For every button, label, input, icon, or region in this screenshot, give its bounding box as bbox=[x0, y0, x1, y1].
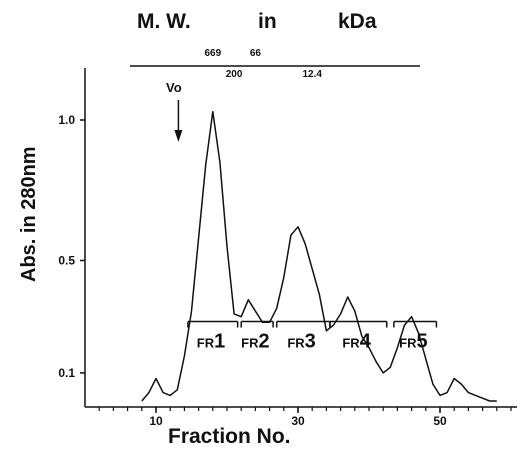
y-axis-label: Abs. in 280nm bbox=[18, 146, 40, 282]
mw-scale-label: 200 bbox=[226, 69, 243, 80]
fraction-label: FR4 bbox=[342, 331, 371, 353]
fraction-label: FR1 bbox=[197, 331, 225, 353]
fraction-label: FR3 bbox=[287, 331, 315, 353]
fraction-label: FR5 bbox=[399, 331, 427, 353]
x-tick-label: 50 bbox=[433, 414, 447, 428]
y-tick-label: 0.1 bbox=[58, 366, 75, 380]
mw-scale-label: 669 bbox=[204, 48, 221, 59]
x-axis-label: Fraction No. bbox=[168, 425, 291, 448]
mw-title-mw: M. W. bbox=[137, 10, 191, 33]
fraction-label-prefix: FR bbox=[197, 336, 215, 351]
series-line bbox=[141, 110, 497, 402]
mw-scale-label: 66 bbox=[250, 48, 262, 59]
fraction-label-number: 4 bbox=[360, 331, 372, 353]
x-tick-label: 10 bbox=[149, 414, 163, 428]
void-marker-label: Vo bbox=[166, 80, 182, 95]
void-marker-arrowhead bbox=[174, 130, 183, 142]
y-tick-label: 0.5 bbox=[58, 254, 75, 268]
fraction-label-prefix: FR bbox=[342, 336, 360, 351]
y-ticks: 0.1 0.5 1.0 bbox=[58, 113, 85, 380]
mw-title: M. W. in kDa bbox=[137, 10, 377, 33]
mw-scale-labels: 669 66 200 12.4 bbox=[204, 48, 322, 80]
fraction-label: FR2 bbox=[241, 331, 269, 353]
y-tick-label: 1.0 bbox=[58, 113, 75, 127]
mw-scale-label: 12.4 bbox=[302, 69, 322, 80]
fraction-label-prefix: FR bbox=[287, 336, 305, 351]
x-ticks: 10 30 50 bbox=[149, 407, 447, 428]
fraction-brackets: FR1 FR2 FR3 FR4 FR5 bbox=[187, 320, 438, 353]
fraction-label-prefix: FR bbox=[241, 336, 259, 351]
fraction-label-number: 3 bbox=[305, 331, 316, 353]
x-tick-label: 30 bbox=[291, 414, 305, 428]
mw-title-kda: kDa bbox=[338, 10, 377, 33]
fraction-label-prefix: FR bbox=[399, 336, 417, 351]
fraction-label-number: 5 bbox=[416, 331, 427, 353]
fraction-label-number: 2 bbox=[259, 331, 270, 353]
fraction-label-number: 1 bbox=[214, 331, 225, 353]
mw-title-in: in bbox=[258, 10, 277, 33]
